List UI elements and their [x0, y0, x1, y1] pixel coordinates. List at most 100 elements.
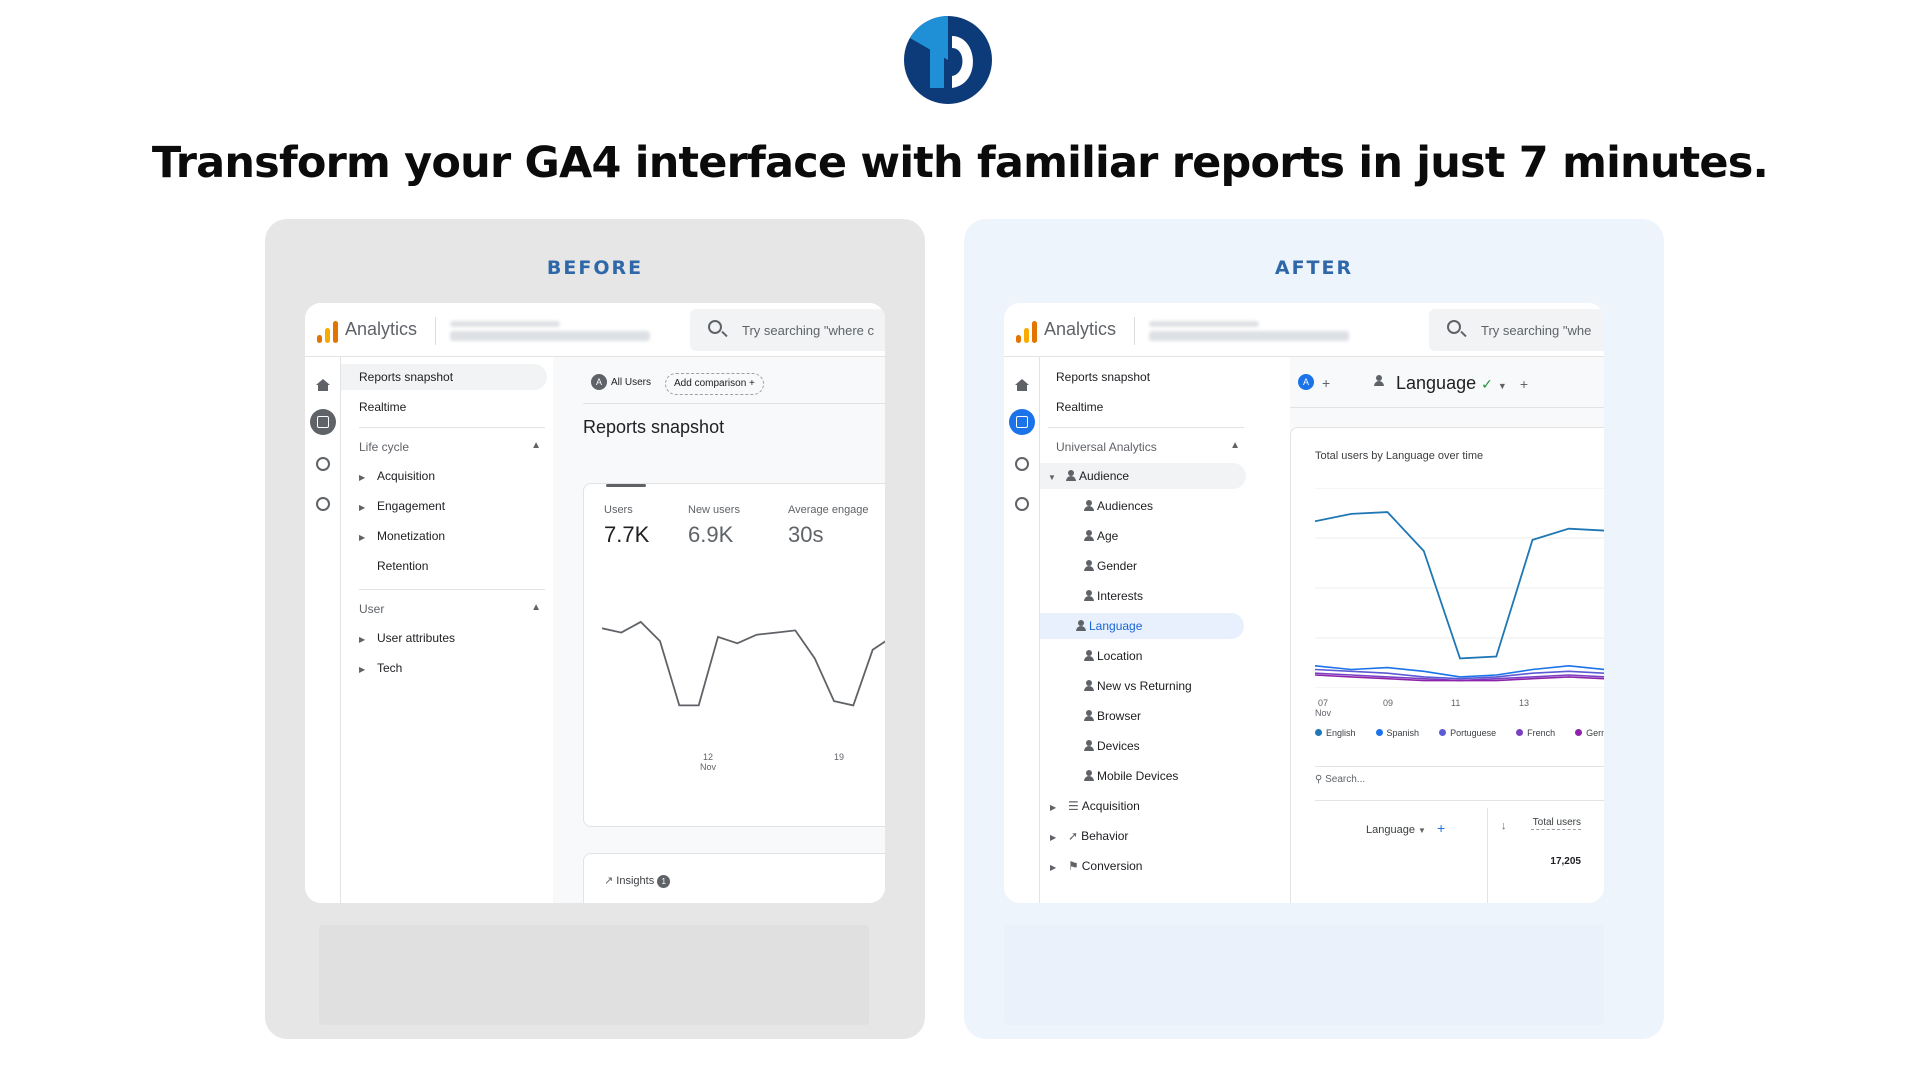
explore-icon[interactable]: [1009, 451, 1035, 477]
home-icon[interactable]: [310, 367, 336, 393]
series-line-portuguese: [1315, 668, 1604, 680]
conversion-icon: ⚑: [1068, 859, 1079, 873]
legend-dot: [1516, 729, 1524, 736]
reports-icon[interactable]: [1009, 409, 1035, 435]
nav-user-attributes[interactable]: ▶ User attributes: [351, 625, 455, 651]
legend-dot: [1575, 729, 1583, 736]
person-icon: [1066, 470, 1076, 481]
sort-down-icon[interactable]: ↓: [1501, 820, 1507, 832]
table-total-value: 17,205: [1550, 856, 1581, 867]
nav-tech[interactable]: ▶ Tech: [351, 655, 402, 681]
x-tick: 13: [1519, 698, 1530, 708]
nav-section-universal-analytics[interactable]: Universal Analytics ▲: [1048, 427, 1244, 454]
account-selector[interactable]: [435, 317, 655, 345]
reports-icon[interactable]: [310, 409, 336, 435]
person-icon: [1084, 560, 1094, 571]
table-search-input[interactable]: ⚲ Search...: [1315, 774, 1366, 785]
nav-devices[interactable]: Devices: [1076, 733, 1140, 759]
legend-item: English: [1315, 728, 1366, 738]
table-metric-header[interactable]: Total users: [1531, 817, 1581, 830]
nav-language[interactable]: Language: [1040, 613, 1244, 639]
language-line-chart: [1315, 488, 1604, 688]
metric-average-engagement[interactable]: Average engage 30s: [788, 504, 869, 547]
nav-reports-snapshot[interactable]: Reports snapshot: [341, 364, 547, 390]
before-label: BEFORE: [546, 257, 644, 279]
x-tick: 11: [1451, 698, 1461, 708]
person-icon: [1084, 590, 1094, 601]
person-icon: [1076, 620, 1086, 631]
insights-icon: ↗: [604, 875, 614, 887]
segment-chip[interactable]: A All Users: [583, 373, 659, 395]
legend-dot: [1315, 729, 1322, 736]
users-line-chart: [602, 620, 885, 707]
expand-icon: ▶: [1050, 863, 1057, 872]
nav-section-lifecycle[interactable]: Life cycle ▲: [359, 427, 545, 454]
nav-mobile-devices[interactable]: Mobile Devices: [1076, 763, 1178, 789]
search-icon: [1447, 320, 1461, 334]
insights-count-badge: 1: [657, 875, 671, 888]
table-dimension-header[interactable]: Language ▼ +: [1366, 820, 1446, 836]
nav-location[interactable]: Location: [1076, 643, 1142, 669]
metric-new-users[interactable]: New users 6.9K: [688, 504, 740, 547]
nav-engagement[interactable]: ▶ Engagement: [351, 493, 445, 519]
nav-conversion[interactable]: ▶ ⚑ Conversion: [1042, 853, 1142, 879]
nav-gender[interactable]: Gender: [1076, 553, 1137, 579]
main-content: A + Language ✓ ▼ + Total users by Langua…: [1290, 357, 1604, 903]
search-input[interactable]: Try searching "where c: [690, 309, 885, 351]
dimension-chip[interactable]: Language ✓ ▼ +: [1374, 373, 1528, 394]
home-icon[interactable]: [1009, 367, 1035, 393]
nav-new-vs-returning[interactable]: New vs Returning: [1076, 673, 1192, 699]
explore-icon[interactable]: [310, 451, 336, 477]
insights-label: ↗ Insights 1: [604, 874, 671, 888]
x-tick: 12 Nov: [700, 752, 717, 772]
legend-dot: [1375, 729, 1383, 736]
metric-users[interactable]: Users 7.7K: [604, 504, 650, 547]
expand-icon: ▶: [359, 665, 366, 674]
series-line-germ: [1315, 674, 1604, 682]
person-icon: [1084, 650, 1094, 661]
nav-reports-snapshot[interactable]: Reports snapshot: [1056, 370, 1151, 384]
chevron-up-icon: ▲: [531, 440, 541, 451]
nav-acquisition[interactable]: ▶ ☰ Acquisition: [1042, 793, 1140, 819]
advertising-icon[interactable]: [1009, 491, 1035, 517]
analytics-logo-icon: [317, 319, 341, 343]
add-dimension-icon: +: [1519, 376, 1528, 392]
nav-age[interactable]: Age: [1076, 523, 1118, 549]
expand-icon: ▶: [1050, 803, 1057, 812]
chevron-down-icon: ▼: [1418, 826, 1426, 835]
expand-icon: ▶: [359, 635, 366, 644]
nav-browser[interactable]: Browser: [1076, 703, 1141, 729]
add-column-icon: +: [1437, 820, 1446, 836]
side-rail: [1004, 357, 1040, 903]
search-input[interactable]: Try searching "whe: [1429, 309, 1604, 351]
nav-interests[interactable]: Interests: [1076, 583, 1143, 609]
nav-audience[interactable]: ▼ Audience: [1040, 463, 1246, 489]
series-line-spanish: [1315, 664, 1604, 678]
nav-section-user[interactable]: User ▲: [359, 589, 545, 616]
add-comparison-button[interactable]: Add comparison +: [665, 373, 764, 395]
behavior-icon: ➚: [1068, 829, 1079, 843]
after-panel: AFTER Analytics Try searching "whe Repor…: [964, 219, 1664, 1039]
nav-realtime[interactable]: Realtime: [359, 400, 407, 414]
language-chart-card: Total users by Language over time 07 Nov …: [1290, 427, 1604, 903]
nav-audiences[interactable]: Audiences: [1076, 493, 1153, 519]
person-icon: [1084, 530, 1094, 541]
nav-monetization[interactable]: ▶ Monetization: [351, 523, 445, 549]
side-rail: [305, 357, 341, 903]
analytics-logo-icon: [1016, 319, 1040, 343]
expand-icon: ▶: [359, 533, 366, 542]
advertising-icon[interactable]: [310, 491, 336, 517]
app-title: Analytics: [1044, 319, 1117, 339]
person-icon: [1084, 770, 1094, 781]
nav-realtime[interactable]: Realtime: [1056, 400, 1104, 414]
insights-card[interactable]: ↗ Insights 1: [583, 853, 885, 903]
check-circle-icon: ✓: [1481, 376, 1493, 392]
nav-behavior[interactable]: ▶ ➚ Behavior: [1042, 823, 1128, 849]
nav-retention[interactable]: Retention: [377, 559, 429, 573]
app-title: Analytics: [345, 319, 418, 339]
account-selector[interactable]: [1134, 317, 1354, 345]
nav-acquisition[interactable]: ▶ Acquisition: [351, 463, 435, 489]
legend-dot: [1439, 729, 1447, 736]
segment-chip[interactable]: A: [1290, 373, 1326, 395]
add-segment-icon[interactable]: +: [1322, 375, 1331, 391]
